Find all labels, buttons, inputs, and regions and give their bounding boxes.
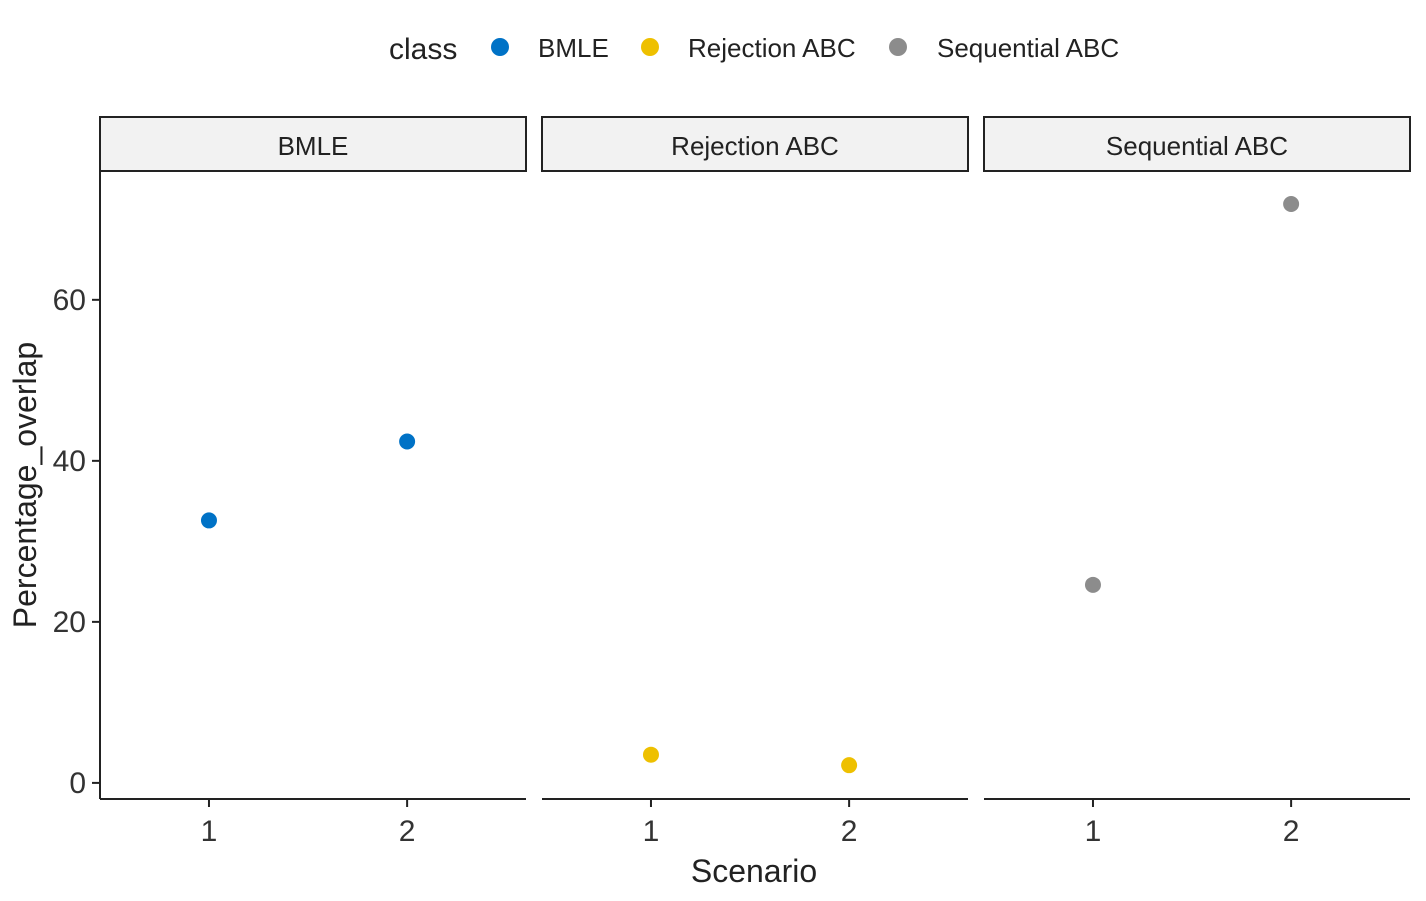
strip-label-rejection-abc: Rejection ABC (671, 131, 839, 161)
legend-key-sequential-abc (889, 38, 907, 56)
panel-bmle: BMLE 1 2 (99, 116, 527, 848)
x-axis-title: Scenario (691, 853, 817, 889)
point-rejection-abc-scenario-2 (841, 757, 858, 774)
x-tick-label-rejection-abc-1: 1 (643, 815, 660, 848)
point-bmle-scenario-2 (399, 433, 416, 450)
legend-label-bmle: BMLE (538, 33, 609, 63)
point-bmle-scenario-1 (200, 512, 217, 529)
y-tick-label-60: 60 (53, 284, 86, 317)
x-tick-label-sequential-abc-1: 1 (1085, 815, 1102, 848)
point-rejection-abc-scenario-1 (642, 746, 659, 763)
strip-sequential-abc (983, 116, 1411, 172)
strip-bmle (99, 116, 527, 172)
strip-label-sequential-abc: Sequential ABC (1106, 131, 1288, 161)
legend: class BMLE Rejection ABC Sequential ABC (389, 33, 1119, 66)
legend-key-bmle (491, 38, 509, 56)
panel-sequential-abc: Sequential ABC 1 2 (983, 116, 1411, 848)
x-tick-label-bmle-1: 1 (201, 815, 218, 848)
x-tick-label-sequential-abc-2: 2 (1283, 815, 1300, 848)
y-tick-label-0: 0 (69, 767, 86, 800)
legend-label-sequential-abc: Sequential ABC (937, 33, 1119, 63)
y-axis: 0 20 40 60 (53, 171, 101, 800)
strip-label-bmle: BMLE (278, 131, 349, 161)
x-tick-label-rejection-abc-2: 2 (841, 815, 858, 848)
legend-key-rejection-abc (641, 38, 659, 56)
facet-panels: BMLE 1 2 Rejection ABC 1 2 Sequential ABC 1 2 (99, 116, 1411, 848)
strip-rejection-abc (541, 116, 969, 172)
y-tick-label-20: 20 (53, 606, 86, 639)
point-sequential-abc-scenario-1 (1084, 576, 1101, 593)
legend-title: class (389, 33, 457, 66)
y-tick-label-40: 40 (53, 445, 86, 478)
legend-label-rejection-abc: Rejection ABC (688, 33, 856, 63)
x-tick-label-bmle-2: 2 (399, 815, 416, 848)
point-sequential-abc-scenario-2 (1283, 196, 1300, 213)
y-axis-title: Percentage_overlap (7, 342, 43, 628)
panel-rejection-abc: Rejection ABC 1 2 (541, 116, 969, 848)
